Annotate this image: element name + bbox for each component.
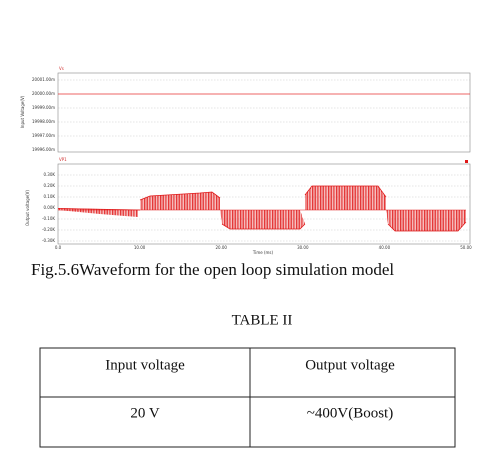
x-tick-label: 50.00: [460, 245, 472, 250]
x-tick-label: 0.0: [55, 245, 62, 250]
y-tick-label: -0.10K: [42, 216, 55, 221]
marker: [465, 160, 468, 163]
y-tick-label: 19998.00m: [32, 119, 55, 124]
y-tick-label: -0.20K: [42, 227, 55, 232]
y-tick-label: 20000.00m: [32, 91, 55, 96]
panel-label: VP1: [59, 157, 67, 162]
bottom-panel-frame: [57, 163, 471, 245]
top-grid: [58, 79, 470, 137]
y-tick-label: 0.30K: [43, 172, 55, 177]
figure-caption: Fig.5.6Waveform for the open loop simula…: [31, 260, 394, 279]
y-tick-label: 0.20K: [43, 183, 55, 188]
x-axis-label: Time (ms): [252, 250, 274, 255]
x-tick-label: 20.00: [215, 245, 227, 250]
panel-label: Vs: [59, 66, 64, 71]
x-tick-label: 30.00: [297, 245, 309, 250]
y-tick-label: -0.30K: [42, 238, 55, 243]
y-tick-label: 0.10K: [43, 194, 55, 199]
table-cell: ~400V(Boost): [307, 405, 393, 421]
x-tick-label: 40.00: [379, 245, 391, 250]
table-cell: 20 V: [130, 405, 159, 421]
table-frame: [39, 347, 456, 448]
y-tick-label: 19997.00m: [32, 133, 55, 138]
output-waveform: [57, 185, 467, 232]
table-title: TABLE II: [232, 312, 293, 328]
table-header: Output voltage: [305, 357, 395, 373]
y-tick-label: 20001.00m: [32, 77, 55, 82]
y-axis-label: Output voltage(V): [25, 190, 30, 226]
x-tick-label: 10.00: [134, 245, 146, 250]
y-axis-label: Input Voltage(V): [20, 95, 25, 128]
y-tick-label: 19996.00m: [32, 147, 55, 152]
table-header: Input voltage: [105, 357, 185, 373]
y-tick-label: 19999.00m: [32, 105, 55, 110]
y-tick-label: 0.00K: [43, 205, 55, 210]
top-panel-frame: [57, 72, 471, 153]
